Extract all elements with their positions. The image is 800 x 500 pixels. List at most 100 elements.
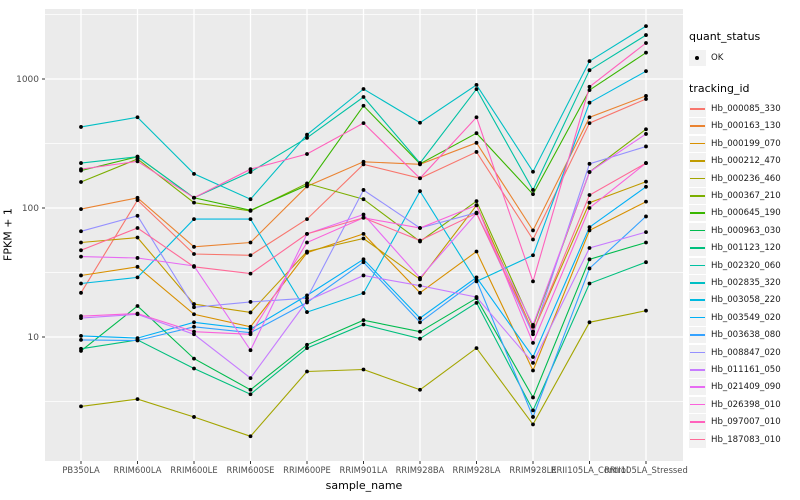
legend-line-icon xyxy=(690,229,705,232)
data-point xyxy=(248,327,253,332)
legend-key-box xyxy=(689,361,706,378)
legend-label: Hb_003638_080 xyxy=(711,330,781,341)
legend-item-Hb_000367_210: Hb_000367_210 xyxy=(689,187,799,205)
data-point xyxy=(248,217,253,222)
data-point xyxy=(531,341,535,345)
x-tick-label: RRIM600LE xyxy=(170,465,217,475)
data-point xyxy=(305,132,309,137)
data-point xyxy=(192,302,196,306)
data-point xyxy=(587,266,592,271)
legend-line-icon xyxy=(690,195,705,197)
x-tick-label: RRIM600LA xyxy=(114,465,162,475)
data-point xyxy=(248,300,253,304)
legend-line-icon xyxy=(690,160,705,162)
data-point xyxy=(79,125,83,129)
legend-label: Hb_001123_120 xyxy=(711,243,781,254)
legend-label: Hb_000963_030 xyxy=(711,225,781,236)
data-point xyxy=(192,252,196,256)
legend-key-box xyxy=(689,344,706,361)
legend-line-icon xyxy=(690,281,705,284)
data-point xyxy=(192,366,196,371)
legend-item-ok: OK xyxy=(689,49,799,66)
data-point xyxy=(361,212,366,217)
legend-item-Hb_000085_330: Hb_000085_330 xyxy=(689,100,799,118)
data-point xyxy=(644,69,648,74)
legend-line-icon xyxy=(690,386,705,388)
data-point xyxy=(192,305,196,310)
data-point xyxy=(361,318,366,323)
data-point xyxy=(644,179,648,184)
data-point xyxy=(248,310,253,315)
data-point xyxy=(135,154,140,159)
data-point xyxy=(587,68,592,73)
data-point xyxy=(418,316,422,321)
legend-title-tracking-id: tracking_id xyxy=(689,82,750,96)
data-point xyxy=(135,256,140,260)
legend-line-icon xyxy=(690,108,705,110)
data-point xyxy=(135,304,140,308)
legend-label: Hb_000645_190 xyxy=(711,208,781,219)
data-point xyxy=(644,308,648,313)
data-point xyxy=(305,217,309,222)
data-point xyxy=(418,189,422,194)
x-tick-label: RRIM600SE xyxy=(227,465,275,475)
legend-item-Hb_003058_220: Hb_003058_220 xyxy=(689,292,799,309)
data-point xyxy=(192,329,196,334)
legend-key-box xyxy=(689,396,706,413)
data-point xyxy=(361,322,366,327)
legend-item-Hb_187083_010: Hb_187083_010 xyxy=(689,431,799,448)
data-point xyxy=(79,167,83,172)
legend-item-Hb_000963_030: Hb_000963_030 xyxy=(689,222,799,239)
x-tick-label: RRIM928LA xyxy=(453,465,501,475)
data-point xyxy=(248,392,253,397)
data-point xyxy=(305,249,309,254)
legend-key-box xyxy=(689,431,706,448)
data-point xyxy=(79,229,83,234)
data-point xyxy=(531,415,535,419)
legend-item-Hb_003549_020: Hb_003549_020 xyxy=(689,309,799,326)
data-point xyxy=(248,197,253,202)
data-point xyxy=(361,260,366,265)
data-point xyxy=(79,180,83,184)
legend-item-Hb_002320_060: Hb_002320_060 xyxy=(689,257,799,274)
y-tick-label: 100 xyxy=(22,204,39,214)
data-point xyxy=(587,84,592,89)
data-point xyxy=(192,195,196,200)
legend-label: Hb_000212_470 xyxy=(711,156,781,167)
data-point xyxy=(418,176,422,181)
legend-line-icon xyxy=(690,316,705,319)
legend-label: Hb_008847_020 xyxy=(711,347,781,358)
legend-key-box xyxy=(689,240,706,257)
legend-entries: Hb_000085_330 Hb_000163_130 Hb_000199_070 H… xyxy=(689,100,799,448)
data-point xyxy=(644,97,648,101)
legend-line-icon xyxy=(690,334,705,336)
legend-label: Hb_003058_220 xyxy=(711,295,781,306)
data-point xyxy=(361,291,366,295)
legend-label: Hb_002320_060 xyxy=(711,260,781,271)
legend-item-Hb_021409_090: Hb_021409_090 xyxy=(689,379,799,396)
legend-key-box xyxy=(689,327,706,344)
data-point xyxy=(305,183,309,188)
data-point xyxy=(531,422,535,427)
legend-label: Hb_011161_050 xyxy=(711,364,781,375)
data-point xyxy=(361,215,366,220)
data-point xyxy=(79,207,83,212)
data-point xyxy=(587,161,592,166)
data-point xyxy=(79,281,83,286)
data-point xyxy=(248,208,253,213)
legend-key-box xyxy=(689,222,706,239)
legend-item-Hb_000199_070: Hb_000199_070 xyxy=(689,135,799,152)
legend-label: Hb_000199_070 xyxy=(711,138,781,149)
data-point xyxy=(248,240,253,245)
data-point xyxy=(531,188,535,192)
y-axis-title: FPKM + 1 xyxy=(1,208,15,261)
legend-line-icon xyxy=(690,403,705,406)
data-point xyxy=(587,115,592,120)
data-point xyxy=(587,246,592,250)
data-point xyxy=(361,197,366,202)
data-point xyxy=(248,253,253,258)
data-point xyxy=(135,159,140,164)
data-point xyxy=(587,206,592,210)
legend-item-Hb_097007_010: Hb_097007_010 xyxy=(689,413,799,431)
